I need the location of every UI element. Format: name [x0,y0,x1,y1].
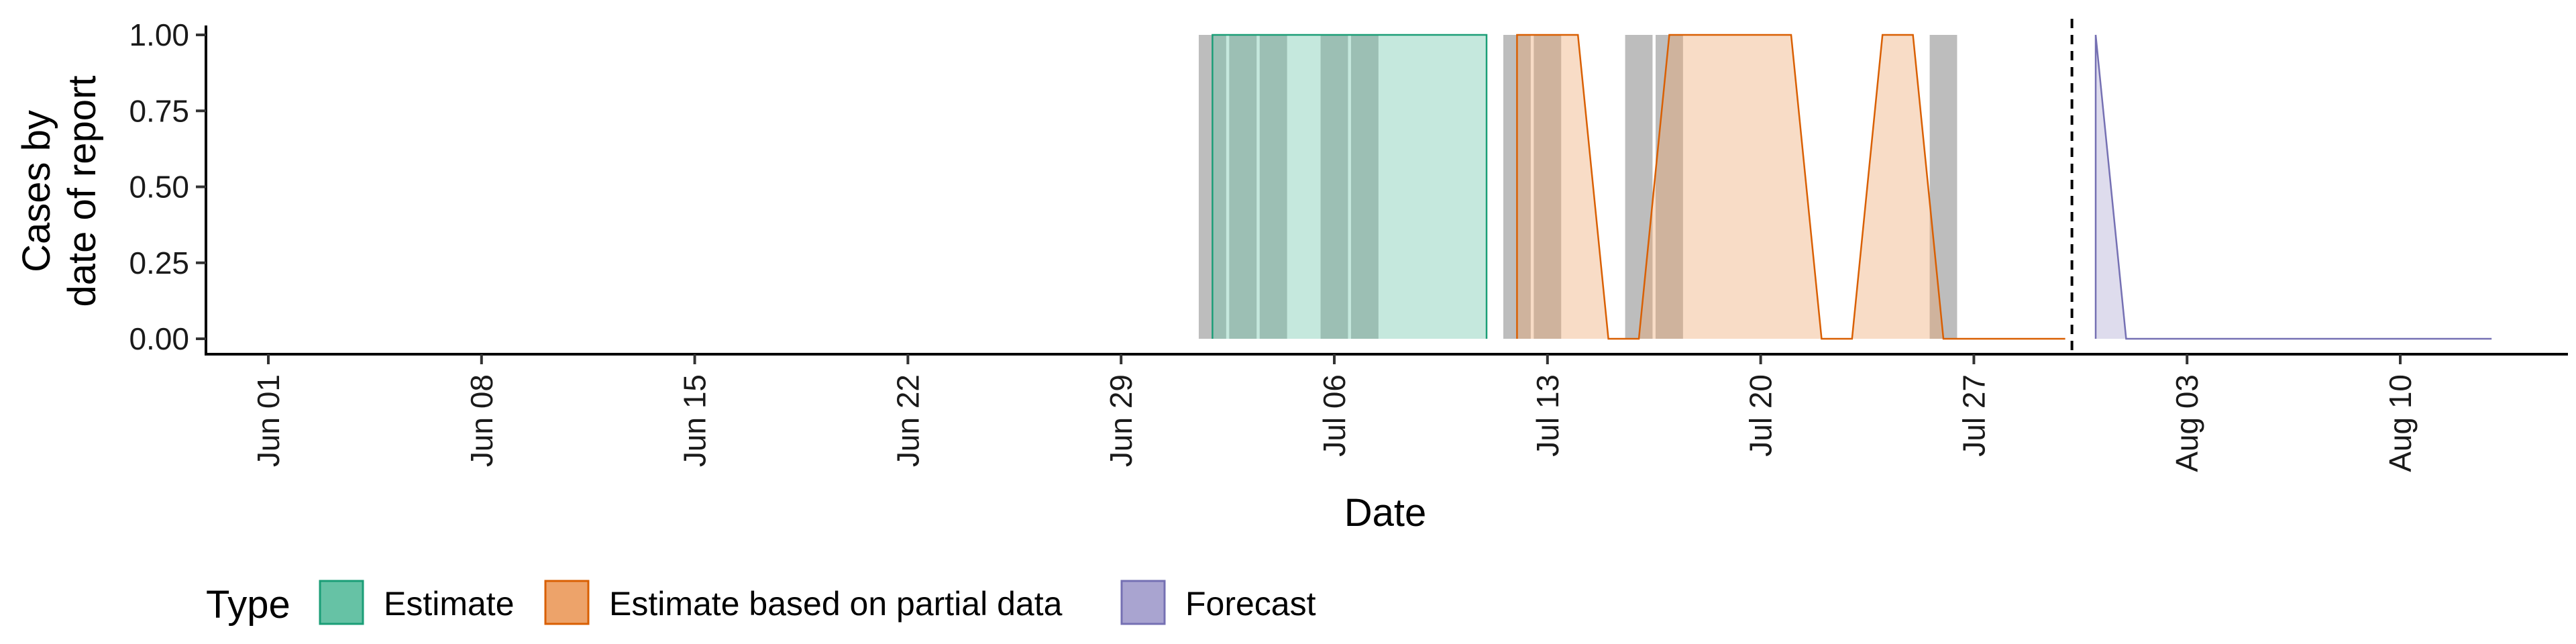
reported-bars [1198,35,1957,339]
series-area-2 [2096,35,2492,339]
x-tick-label: Jun 29 [1104,374,1138,467]
x-tick-label: Jul 06 [1317,374,1352,457]
y-axis-title-line-2: date of report [60,76,104,307]
y-tick-label: 1.00 [129,17,189,52]
y-tick-label: 0.50 [129,170,189,205]
series-area-0 [1212,35,1487,339]
series-outline-1 [1516,34,2065,340]
y-tick-label: 0.25 [129,246,189,280]
legend-key-partial [544,580,590,625]
x-ticks: Jun 01 Jun 08 Jun 15 Jun 22 Jun 29 Jul 06 Jul … [251,354,2418,472]
legend-key-forecast [1120,580,1166,625]
reported-bar [1929,35,1957,339]
series-outline-0 [1212,34,1488,339]
legend-label-partial: Estimate based on partial data [609,585,1063,623]
x-tick-label: Aug 03 [2169,374,2204,472]
y-ticks: 0.00 0.25 0.50 0.75 1.00 [129,17,206,356]
y-tick-label: 0.75 [129,93,189,128]
series-area-1 [1517,35,2065,339]
x-tick-label: Jun 01 [251,374,286,467]
reported-bar [1625,35,1653,339]
x-tick-label: Aug 10 [2383,374,2418,472]
x-axis-title: Date [1344,491,1427,535]
y-tick-label: 0.00 [129,321,189,356]
x-tick-label: Jul 13 [1530,374,1565,457]
x-tick-label: Jun 22 [890,374,925,467]
legend-key-estimate [319,580,364,625]
x-tick-label: Jun 08 [464,374,499,467]
x-tick-label: Jun 15 [678,374,712,467]
x-tick-label: Jul 20 [1743,374,1778,457]
series-areas [1212,34,2492,340]
reported-bar [1229,35,1257,339]
legend-label-estimate: Estimate [384,585,515,623]
reported-bar [1350,35,1379,339]
y-axis: 0.00 0.25 0.50 0.75 1.00 [129,17,207,356]
x-tick-label: Jul 27 [1956,374,1991,457]
y-axis-title-line-1: Cases by [15,110,58,272]
x-axis: Jun 01 Jun 08 Jun 15 Jun 22 Jun 29 Jul 06 Jul … [205,353,2568,472]
reported-bar [1655,35,1683,339]
reported-bar [1320,35,1348,339]
reported-bar [1259,35,1287,339]
legend-title: Type [206,583,290,627]
reported-bar [1534,35,1562,339]
series-outline-2 [2094,34,2492,340]
legend: Type Estimate Estimate based on partial … [206,580,1316,627]
legend-label-forecast: Forecast [1185,585,1316,623]
